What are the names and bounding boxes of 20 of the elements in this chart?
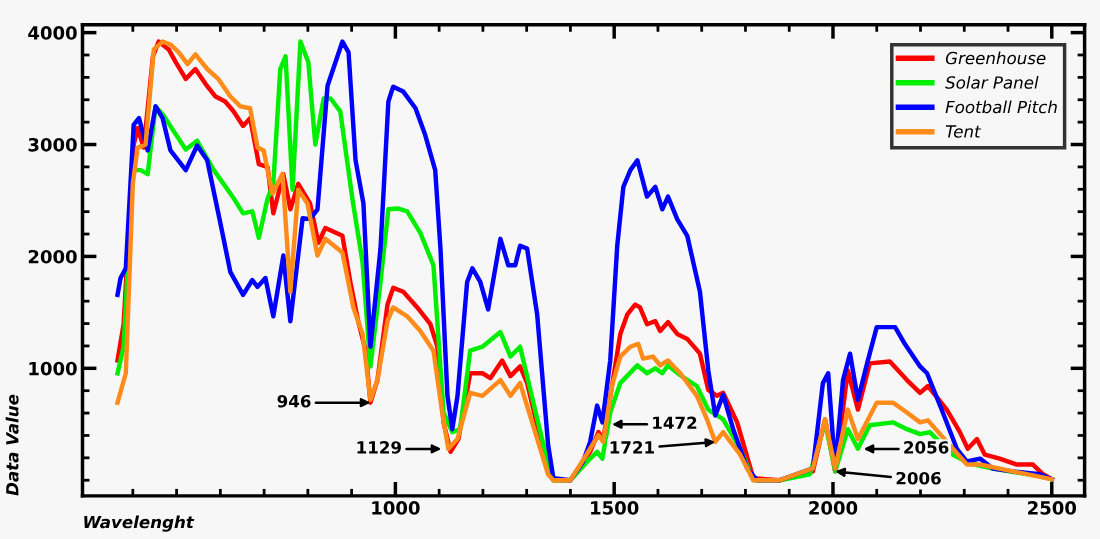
annotation: 2006 [896, 471, 941, 485]
x-tick-label: 1500 [591, 501, 639, 515]
legend-label: Football Pitch [945, 100, 1057, 114]
annotation: 1472 [653, 416, 697, 429]
y-tick-label: 1000 [29, 361, 77, 376]
y-tick-label: 2000 [28, 249, 77, 264]
x-tick-label: 2000 [809, 501, 858, 515]
annotation: 1129 [357, 441, 401, 454]
annotation: 946 [277, 394, 311, 408]
annotation: 2056 [904, 441, 949, 454]
legend-label: Solar Panel [945, 75, 1039, 89]
y-axis-title: Data Value [5, 394, 19, 496]
x-axis-title: Wavelenght [84, 515, 195, 532]
legend-label: Greenhouse [945, 51, 1046, 65]
x-tick-label: 1000 [372, 501, 420, 515]
annotation: 1721 [610, 441, 654, 454]
y-tick-label: 4000 [28, 26, 77, 40]
y-tick-label: 3000 [28, 137, 77, 152]
legend-label: Tent [945, 125, 982, 138]
x-tick-label: 2500 [1028, 501, 1077, 515]
